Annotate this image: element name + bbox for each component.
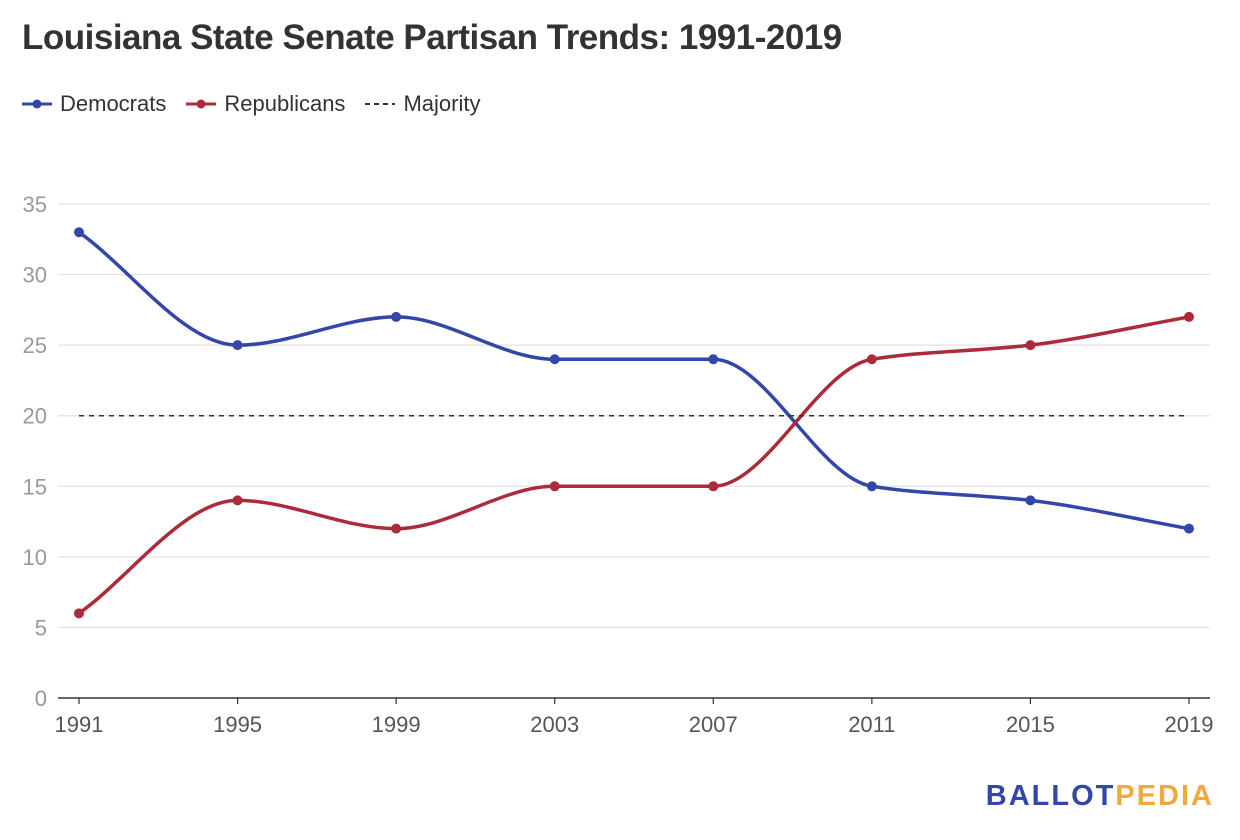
- legend-label-republicans: Republicans: [224, 91, 346, 116]
- y-tick-label-35: 35: [23, 192, 47, 217]
- chart-legend: Democrats Republicans Majority: [20, 90, 498, 118]
- data-point-republicans-1999[interactable]: [391, 523, 402, 534]
- data-point-republicans-2007[interactable]: [708, 481, 719, 492]
- legend-item-majority[interactable]: Majority: [363, 91, 480, 117]
- data-point-republicans-1995[interactable]: [232, 495, 243, 506]
- legend-item-republicans[interactable]: Republicans: [184, 91, 345, 117]
- y-tick-label-0: 0: [35, 686, 47, 711]
- y-tick-label-15: 15: [23, 474, 47, 499]
- x-tick-label-1995: 1995: [213, 712, 262, 737]
- series-line-republicans: [77, 315, 1191, 616]
- data-point-democrats-2007[interactable]: [708, 354, 719, 365]
- legend-marker-republicans: [186, 99, 217, 109]
- data-point-republicans-2011[interactable]: [866, 354, 877, 365]
- x-tick-label-2015: 2015: [1006, 712, 1055, 737]
- x-tick-label-2019: 2019: [1165, 712, 1214, 737]
- legend-label-democrats: Democrats: [60, 91, 167, 116]
- data-point-democrats-2019[interactable]: [1184, 523, 1194, 534]
- y-tick-label-5: 5: [35, 615, 47, 640]
- data-point-democrats-1991[interactable]: [74, 227, 84, 238]
- legend-item-democrats[interactable]: Democrats: [20, 91, 166, 117]
- legend-marker-majority: [365, 103, 396, 105]
- legend-marker-democrats: [22, 99, 52, 109]
- series-line-democrats: [77, 230, 1191, 531]
- data-point-republicans-2019[interactable]: [1184, 311, 1194, 322]
- data-point-democrats-1999[interactable]: [391, 311, 402, 322]
- data-point-republicans-1991[interactable]: [74, 608, 84, 619]
- data-point-republicans-2015[interactable]: [1025, 340, 1036, 351]
- data-point-republicans-2003[interactable]: [549, 481, 560, 492]
- x-tick-label-1999: 1999: [372, 712, 421, 737]
- legend-label-majority: Majority: [403, 91, 481, 116]
- x-tick-label-2011: 2011: [848, 712, 895, 737]
- logo-ballot-text: BALLOT: [985, 780, 1116, 812]
- data-point-democrats-1995[interactable]: [232, 340, 243, 351]
- data-point-democrats-2015[interactable]: [1025, 495, 1036, 506]
- chart-title: Louisiana State Senate Partisan Trends: …: [22, 18, 842, 57]
- data-point-democrats-2003[interactable]: [549, 354, 560, 365]
- x-tick-label-2007: 2007: [689, 712, 738, 737]
- logo-pedia-text: PEDIA: [1115, 780, 1214, 812]
- x-tick-label-1991: 1991: [55, 712, 104, 737]
- x-tick-label-2003: 2003: [530, 712, 579, 737]
- ballotpedia-logo: BALLOTPEDIA: [986, 780, 1214, 813]
- y-tick-label-30: 30: [23, 263, 47, 288]
- y-tick-label-10: 10: [23, 545, 47, 570]
- y-tick-label-25: 25: [23, 333, 47, 358]
- y-tick-label-20: 20: [23, 404, 47, 429]
- data-point-democrats-2011[interactable]: [866, 481, 877, 492]
